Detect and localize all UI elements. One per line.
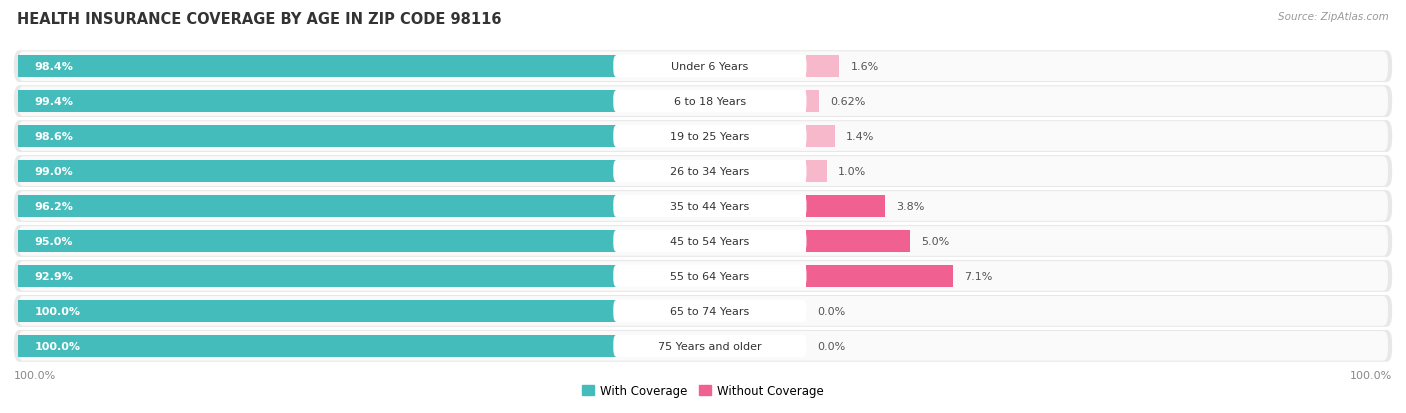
FancyBboxPatch shape	[18, 192, 1388, 221]
FancyBboxPatch shape	[14, 330, 1392, 362]
FancyBboxPatch shape	[18, 157, 1388, 186]
Legend: With Coverage, Without Coverage: With Coverage, Without Coverage	[578, 379, 828, 401]
FancyBboxPatch shape	[18, 331, 1388, 361]
FancyBboxPatch shape	[14, 51, 1392, 83]
FancyBboxPatch shape	[613, 91, 807, 113]
FancyBboxPatch shape	[613, 195, 807, 218]
Text: 96.2%: 96.2%	[35, 202, 73, 211]
Text: 6 to 18 Years: 6 to 18 Years	[673, 97, 747, 107]
Text: 100.0%: 100.0%	[35, 341, 80, 351]
FancyBboxPatch shape	[613, 56, 807, 78]
FancyBboxPatch shape	[14, 191, 1392, 222]
Text: 99.0%: 99.0%	[35, 166, 73, 177]
FancyBboxPatch shape	[18, 227, 1388, 256]
Text: 1.0%: 1.0%	[838, 166, 866, 177]
FancyBboxPatch shape	[14, 295, 1392, 327]
FancyBboxPatch shape	[613, 300, 807, 322]
FancyBboxPatch shape	[14, 86, 1392, 118]
Bar	[18, 126, 617, 147]
Text: 19 to 25 Years: 19 to 25 Years	[671, 132, 749, 142]
FancyBboxPatch shape	[613, 161, 807, 183]
Text: 5.0%: 5.0%	[921, 236, 949, 247]
Bar	[807, 230, 910, 252]
Bar	[18, 230, 617, 252]
FancyBboxPatch shape	[18, 87, 1388, 117]
Text: HEALTH INSURANCE COVERAGE BY AGE IN ZIP CODE 98116: HEALTH INSURANCE COVERAGE BY AGE IN ZIP …	[17, 12, 502, 27]
FancyBboxPatch shape	[14, 156, 1392, 188]
Text: 35 to 44 Years: 35 to 44 Years	[671, 202, 749, 211]
Text: 100.0%: 100.0%	[35, 306, 80, 316]
Text: 98.4%: 98.4%	[35, 62, 73, 72]
Text: Source: ZipAtlas.com: Source: ZipAtlas.com	[1278, 12, 1389, 22]
Text: 1.6%: 1.6%	[851, 62, 879, 72]
FancyBboxPatch shape	[18, 261, 1388, 291]
Bar	[807, 56, 839, 78]
FancyBboxPatch shape	[18, 122, 1388, 152]
Bar	[18, 196, 617, 217]
Text: 95.0%: 95.0%	[35, 236, 73, 247]
Bar	[807, 126, 835, 147]
Text: 65 to 74 Years: 65 to 74 Years	[671, 306, 749, 316]
Text: 92.9%: 92.9%	[35, 271, 73, 281]
FancyBboxPatch shape	[613, 230, 807, 252]
FancyBboxPatch shape	[14, 260, 1392, 292]
Bar	[18, 56, 617, 78]
Text: 0.0%: 0.0%	[817, 306, 845, 316]
Bar	[807, 266, 953, 287]
Text: 0.62%: 0.62%	[830, 97, 866, 107]
Bar	[18, 266, 617, 287]
Bar	[807, 196, 884, 217]
Text: 1.4%: 1.4%	[846, 132, 875, 142]
FancyBboxPatch shape	[14, 121, 1392, 153]
Text: 3.8%: 3.8%	[896, 202, 924, 211]
Bar	[18, 91, 617, 113]
Text: 45 to 54 Years: 45 to 54 Years	[671, 236, 749, 247]
Text: Under 6 Years: Under 6 Years	[671, 62, 748, 72]
Text: 55 to 64 Years: 55 to 64 Years	[671, 271, 749, 281]
Text: 100.0%: 100.0%	[14, 370, 56, 380]
FancyBboxPatch shape	[613, 265, 807, 287]
Text: 26 to 34 Years: 26 to 34 Years	[671, 166, 749, 177]
FancyBboxPatch shape	[18, 296, 1388, 326]
Bar	[18, 300, 617, 322]
Bar	[18, 161, 617, 183]
Text: 75 Years and older: 75 Years and older	[658, 341, 762, 351]
Text: 100.0%: 100.0%	[1350, 370, 1392, 380]
FancyBboxPatch shape	[613, 335, 807, 357]
Text: 7.1%: 7.1%	[965, 271, 993, 281]
Text: 99.4%: 99.4%	[35, 97, 73, 107]
FancyBboxPatch shape	[18, 52, 1388, 82]
Bar	[807, 161, 827, 183]
Bar	[807, 91, 820, 113]
FancyBboxPatch shape	[14, 225, 1392, 257]
Text: 0.0%: 0.0%	[817, 341, 845, 351]
Bar	[18, 335, 617, 357]
Text: 98.6%: 98.6%	[35, 132, 73, 142]
FancyBboxPatch shape	[613, 126, 807, 148]
